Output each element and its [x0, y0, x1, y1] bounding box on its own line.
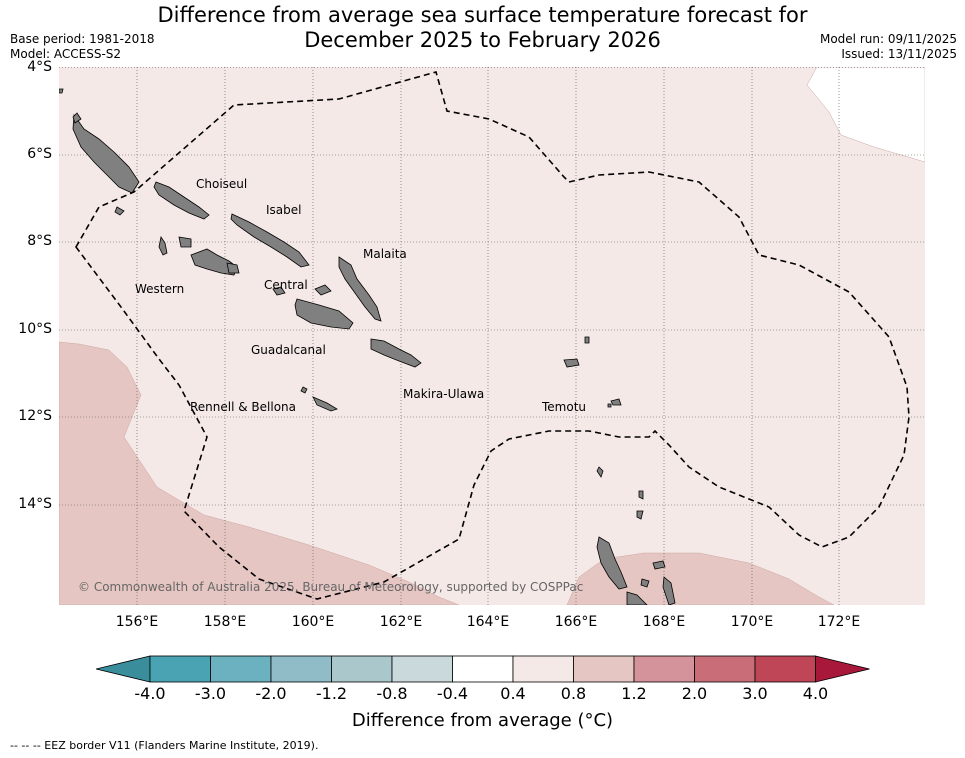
copyright-notice: © Commonwealth of Australia 2025, Bureau… — [78, 580, 584, 594]
island-banks — [636, 510, 644, 520]
label-makira-ulawa: Makira-Ulawa — [403, 387, 485, 401]
lon-label-162e: 162°E — [379, 614, 423, 630]
colorbar-cell — [270, 655, 332, 683]
lon-label-158e: 158°E — [203, 614, 247, 630]
lon-label-160e: 160°E — [291, 614, 335, 630]
neutral-region-ne — [806, 67, 925, 163]
colorbar-cell — [210, 655, 272, 683]
island-choiseul — [72, 113, 140, 194]
eez-legend: -- -- -- EEZ border V11 (Flanders Marine… — [10, 739, 319, 752]
island-central — [272, 286, 286, 296]
colorbar-title: Difference from average (°C) — [351, 710, 614, 731]
island-tikopia — [638, 490, 644, 500]
island-kolombangara — [178, 236, 192, 248]
colorbar-cell — [331, 655, 393, 683]
issued-date: Issued: 13/11/2025 — [841, 47, 957, 61]
lat-label-10s: 10°S — [18, 321, 52, 337]
label-choiseul: Choiseul — [196, 177, 248, 191]
model-name: Model: ACCESS-S2 — [10, 47, 122, 61]
colorbar-tick-label: 2.0 — [681, 684, 708, 703]
island-vanuatu-malekula — [626, 591, 648, 605]
lon-label-156e: 156°E — [115, 614, 159, 630]
island-reef — [584, 336, 590, 344]
colorbar-tick-label: -2.0 — [255, 684, 287, 703]
lon-label-170e: 170°E — [730, 614, 774, 630]
lon-label-166e: 166°E — [554, 614, 598, 630]
base-period: Base period: 1981-2018 — [10, 32, 155, 46]
colorbar-tick-label: 0.8 — [560, 684, 587, 703]
lat-label-8s: 8°S — [27, 233, 52, 249]
warm-anomaly-region-se — [566, 552, 835, 605]
model-run: Model run: 09/11/2025 — [819, 32, 957, 46]
warm-anomaly-region-sw — [59, 341, 460, 605]
island-vanuatu-ambae — [640, 578, 650, 588]
island-florida — [314, 284, 332, 296]
label-rennell-bellona: Rennell & Bellona — [190, 400, 297, 414]
island-temotu-east — [610, 398, 622, 406]
lon-label-172e: 172°E — [817, 614, 861, 630]
colorbar-svg — [95, 655, 870, 683]
label-western: Western — [135, 282, 185, 296]
title-line-1: Difference from average sea surface temp… — [157, 3, 808, 27]
island-guadalcanal — [294, 298, 354, 330]
island-isabel — [230, 213, 310, 268]
chart-title: Difference from average sea surface temp… — [0, 3, 965, 53]
lat-label-6s: 6°S — [27, 146, 52, 162]
colorbar-tick-label: -3.0 — [194, 684, 227, 703]
colorbar-tick-label: 0.4 — [500, 684, 526, 703]
island-small-w1 — [114, 206, 125, 216]
island-choiseul-north — [72, 112, 82, 124]
island-rennell — [312, 396, 338, 412]
colorbar-cell — [694, 655, 756, 683]
lon-label-168e: 168°E — [642, 614, 686, 630]
label-isabel: Isabel — [266, 203, 302, 217]
eez-border — [75, 71, 910, 600]
island-vanuatu-pentecost — [662, 576, 676, 605]
sst-anomaly-map — [59, 67, 925, 605]
colorbar-cell — [149, 655, 211, 683]
run-info: Model run: 09/11/2025 Issued: 13/11/2025 — [820, 32, 957, 62]
colorbar-tick-label: -0.4 — [436, 684, 469, 703]
island-vanuatu-espiritu — [596, 536, 628, 590]
island-ranongga — [158, 235, 168, 256]
island-santa-cruz — [563, 358, 580, 368]
colorbar-tick-label: -4.0 — [134, 684, 166, 703]
colorbar-cell — [754, 655, 816, 683]
title-line-2: December 2025 to February 2026 — [304, 28, 661, 52]
island-small-east — [607, 403, 612, 408]
lat-label-14s: 14°S — [18, 496, 52, 512]
colorbar — [95, 655, 871, 687]
label-central: Central — [264, 278, 308, 292]
island-makira — [370, 338, 422, 368]
colorbar-tick-label: 1.2 — [621, 684, 647, 703]
colorbar-cell — [452, 655, 514, 683]
colorbar-cell — [573, 655, 635, 683]
colorbar-tick-label: 3.0 — [742, 684, 768, 703]
island-vanuatu-maewo — [652, 560, 666, 570]
colorbar-cell — [512, 655, 574, 683]
label-guadalcanal: Guadalcanal — [251, 343, 326, 357]
model-info: Base period: 1981-2018 Model: ACCESS-S2 — [10, 32, 155, 62]
lon-label-164e: 164°E — [466, 614, 510, 630]
colorbar-tick-label: -1.2 — [315, 684, 348, 703]
colorbar-tick-label: -0.8 — [376, 684, 408, 703]
label-temotu: Temotu — [542, 400, 587, 414]
land-islands — [59, 88, 676, 605]
map-canvas — [59, 67, 925, 605]
island-malaita — [338, 256, 382, 322]
lat-label-12s: 12°S — [18, 408, 52, 424]
colorbar-extend-low — [95, 655, 151, 683]
island-shortlands-a — [59, 88, 64, 94]
island-bellona — [300, 386, 308, 394]
gridlines — [59, 67, 925, 605]
colorbar-cell — [391, 655, 453, 683]
colorbar-tick-label: 4.0 — [802, 684, 829, 703]
lat-label-4s: 4°S — [27, 59, 52, 75]
island-torres — [596, 466, 604, 478]
colorbar-extend-high — [815, 655, 870, 683]
island-rendova — [226, 262, 240, 274]
colorbar-cell — [633, 655, 695, 683]
label-malaita: Malaita — [363, 247, 407, 261]
island-vella — [153, 181, 210, 220]
